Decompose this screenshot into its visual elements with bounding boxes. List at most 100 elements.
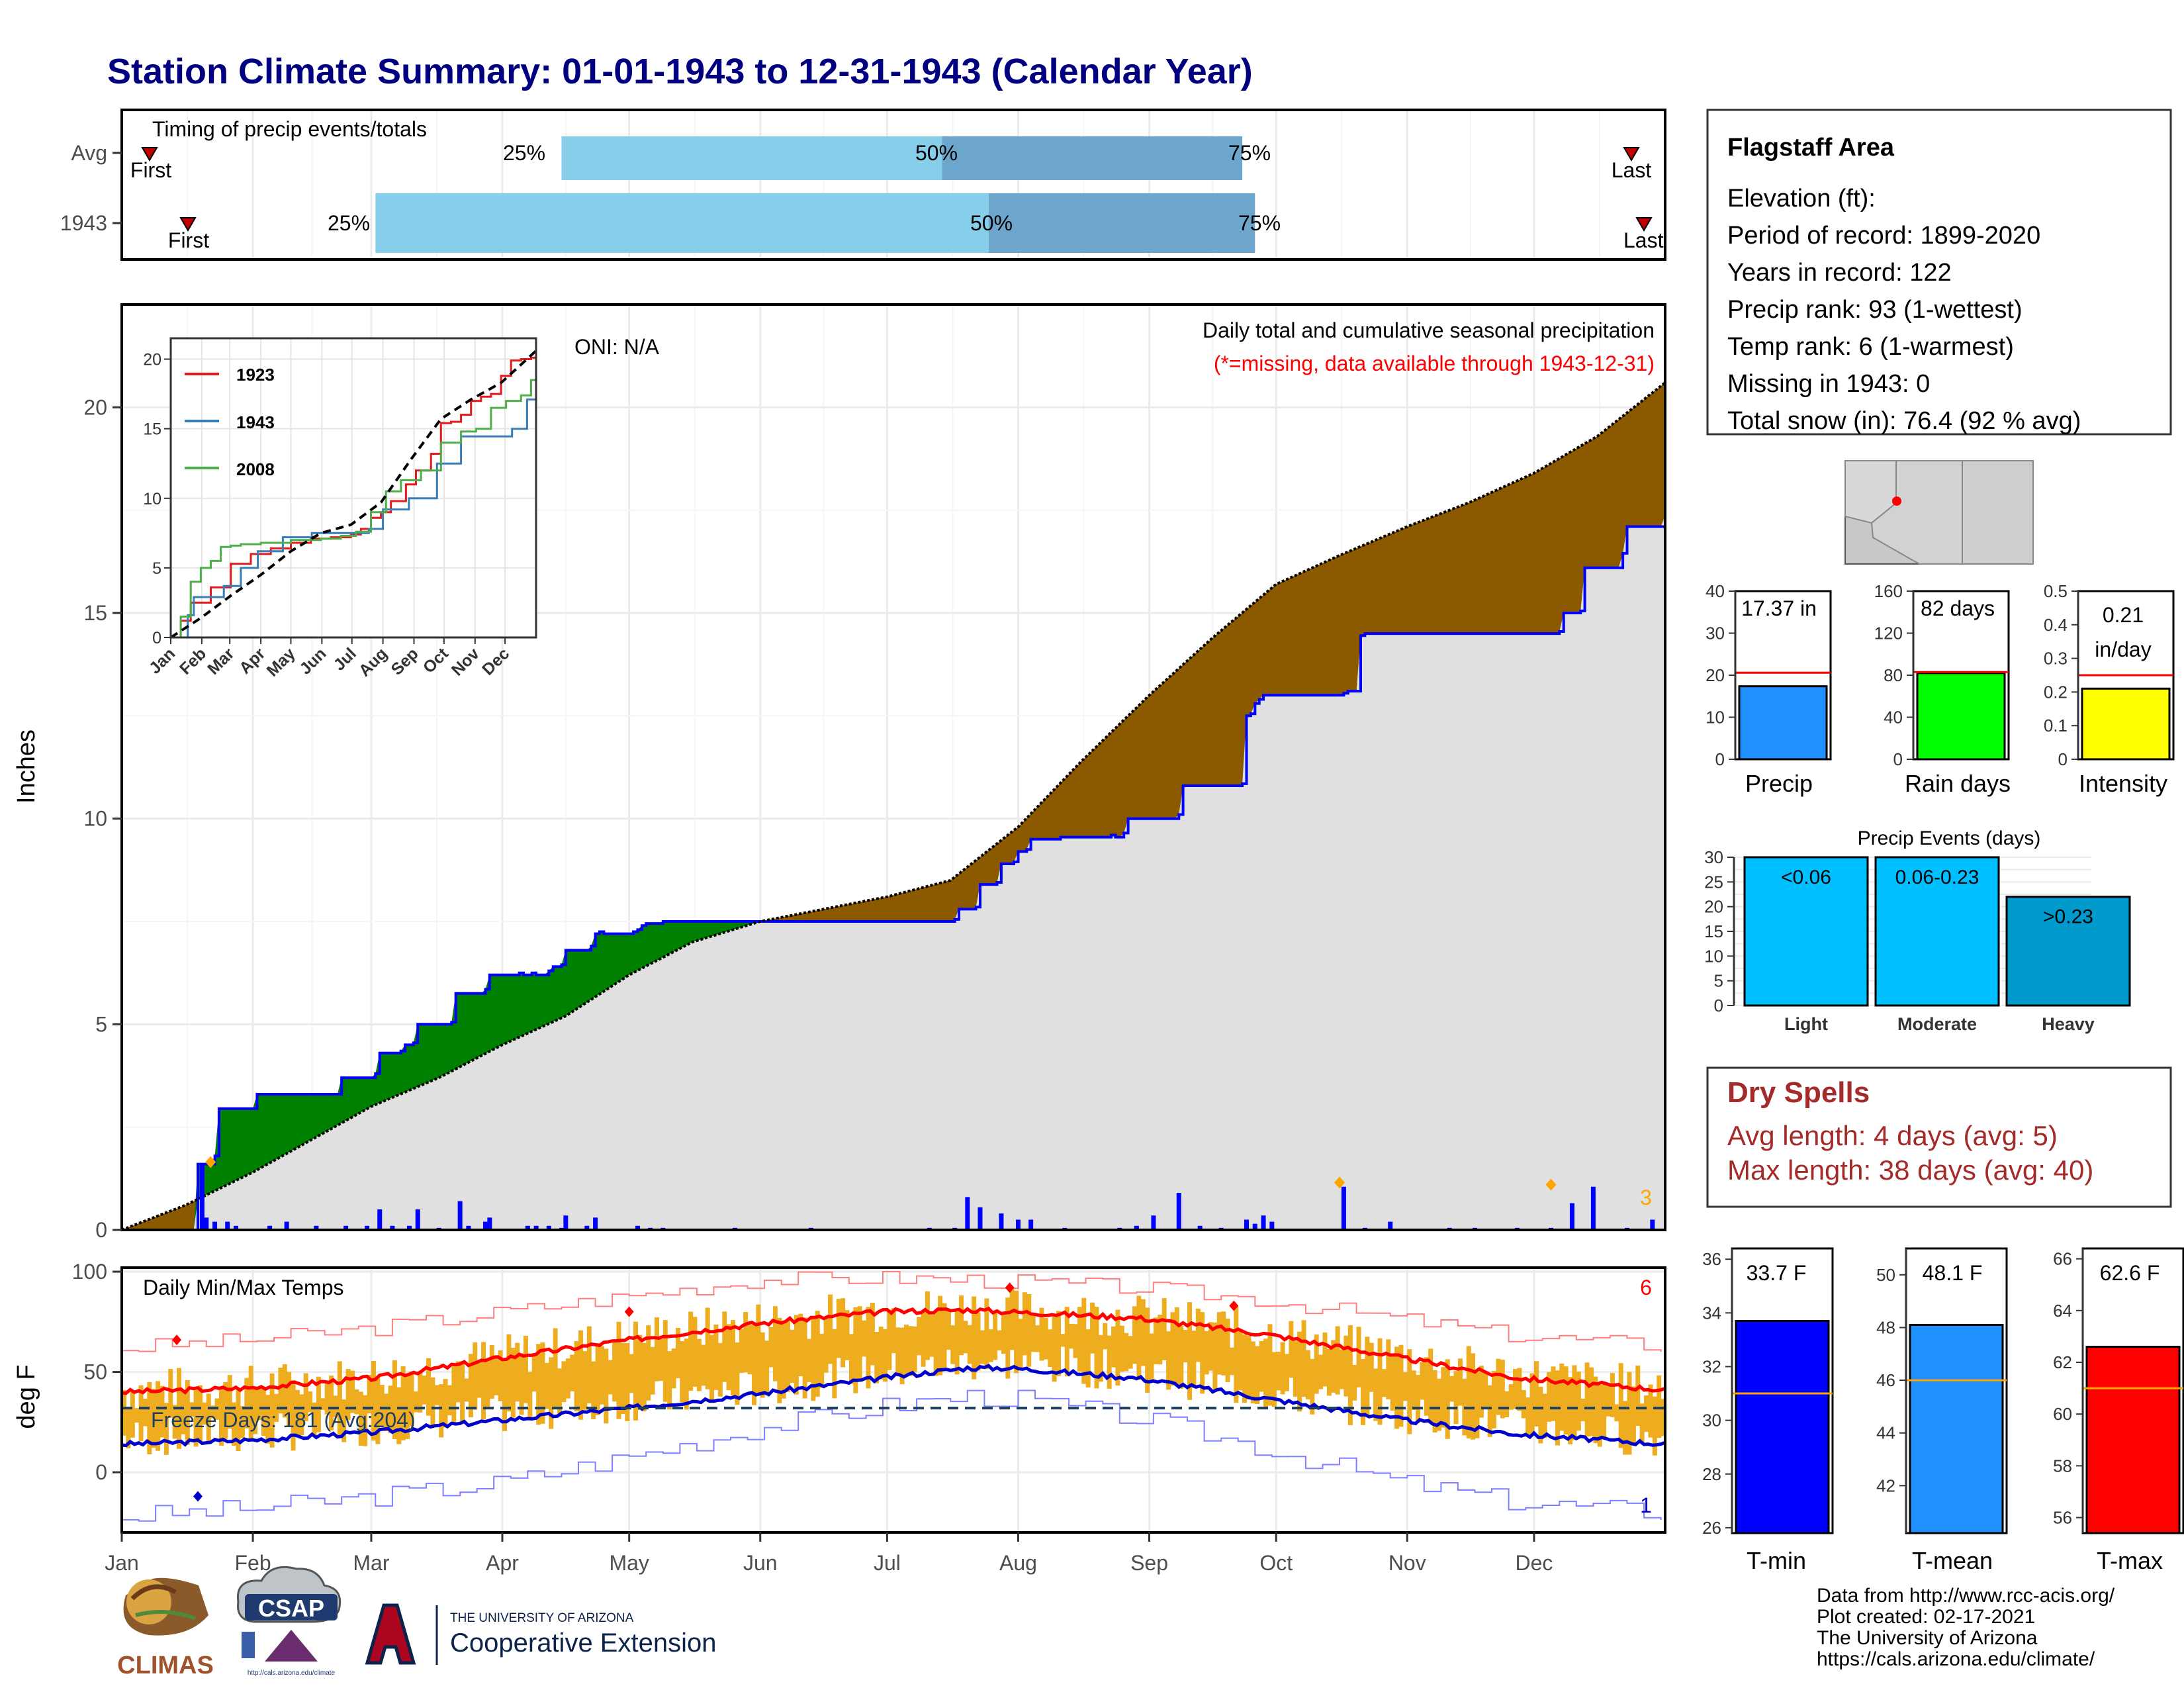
daily-temp-bar bbox=[1436, 1378, 1441, 1431]
footer-university: The University of Arizona bbox=[1817, 1627, 2038, 1649]
daily-temp-bar bbox=[253, 1388, 258, 1434]
station-location-dot bbox=[1892, 496, 1901, 506]
daily-precip-bar bbox=[415, 1209, 420, 1230]
daily-temp-bar bbox=[984, 1298, 989, 1370]
daily-temp-bar bbox=[502, 1358, 508, 1431]
daily-temp-bar bbox=[1001, 1312, 1006, 1354]
daily-temp-bar bbox=[168, 1369, 173, 1418]
daily-temp-bar bbox=[384, 1393, 389, 1431]
daily-temp-bar bbox=[878, 1327, 884, 1380]
rain-days-panel: 0 40 80 120 160 82 days Rain days bbox=[1874, 581, 2011, 797]
daily-temp-bar bbox=[1149, 1333, 1154, 1382]
daily-temp-bar bbox=[862, 1320, 867, 1357]
ua-cooperative-extension-logo: THE UNIVERSITY OF ARIZONA Cooperative Ex… bbox=[361, 1602, 716, 1665]
events-bar-label: 0.06-0.23 bbox=[1895, 867, 1979, 888]
daily-temp-bar bbox=[388, 1385, 393, 1433]
daily-precip-bar bbox=[1244, 1219, 1249, 1230]
daily-temp-bar bbox=[536, 1344, 541, 1425]
panel-y-tick-label: 0 bbox=[1715, 749, 1725, 769]
footer-plot-created: Plot created: 02-17-2021 bbox=[1817, 1606, 2035, 1628]
daily-temp-bar bbox=[1085, 1329, 1091, 1388]
inset-y-tick-label: 15 bbox=[143, 420, 161, 439]
daily-temp-bar bbox=[223, 1382, 228, 1439]
daily-temp-bar bbox=[988, 1329, 993, 1362]
station-info-box: Flagstaff Area Elevation (ft): Period of… bbox=[1706, 109, 2172, 436]
daily-temp-bar bbox=[185, 1380, 190, 1445]
daily-temp-bar bbox=[316, 1376, 321, 1432]
daily-temp-bar bbox=[827, 1294, 833, 1364]
daily-temp-bar bbox=[802, 1317, 807, 1399]
daily-temp-bar bbox=[777, 1317, 782, 1403]
daily-temp-bar bbox=[887, 1309, 892, 1370]
daily-temp-bar bbox=[557, 1368, 563, 1414]
daily-temp-bar bbox=[1005, 1297, 1011, 1379]
daily-temp-bar bbox=[946, 1309, 951, 1350]
events-bar bbox=[1743, 856, 1869, 1007]
daily-temp-bar bbox=[819, 1333, 825, 1388]
panel-y-tick-label: 0.1 bbox=[2044, 716, 2068, 735]
daily-temp-bar bbox=[870, 1303, 875, 1366]
daily-temp-bar bbox=[1267, 1324, 1273, 1406]
daily-temp-bar bbox=[709, 1335, 715, 1400]
panel-bar bbox=[2081, 687, 2171, 761]
events-y-tick-label: 10 bbox=[1704, 946, 1723, 966]
daily-temp-bar bbox=[578, 1330, 584, 1420]
daily-temp-bar bbox=[269, 1373, 275, 1448]
events-title: Precip Events (days) bbox=[1858, 827, 2041, 849]
daily-temp-bar bbox=[1471, 1353, 1476, 1440]
daily-temp-bar bbox=[1216, 1312, 1222, 1375]
daily-temp-bar bbox=[1009, 1289, 1015, 1350]
month-tick-label: May bbox=[609, 1551, 649, 1575]
daily-temp-bar bbox=[1170, 1312, 1175, 1386]
legend-1943: 1943 bbox=[236, 412, 275, 432]
station-period: Period of record: 1899-2020 bbox=[1727, 222, 2040, 250]
daily-temp-bar bbox=[1661, 1399, 1665, 1436]
precip-y-tick-label: 20 bbox=[83, 395, 107, 419]
daily-temp-bar bbox=[430, 1377, 435, 1427]
daily-temp-bar bbox=[1542, 1393, 1547, 1438]
daily-temp-bar bbox=[1048, 1329, 1053, 1368]
daily-temp-bar bbox=[531, 1352, 537, 1392]
ua-small-text: THE UNIVERSITY OF ARIZONA bbox=[450, 1611, 634, 1625]
temp-y-tick-label: 50 bbox=[83, 1360, 107, 1384]
daily-temp-bar bbox=[874, 1331, 880, 1383]
daily-temp-bar bbox=[291, 1380, 296, 1451]
daily-temp-bar bbox=[743, 1312, 749, 1373]
daily-temp-bar bbox=[853, 1307, 858, 1393]
cumulative-lower-area bbox=[122, 515, 1665, 1230]
precip-y-axis: 0 5 10 15 20 bbox=[83, 395, 122, 1242]
daily-temp-bar bbox=[549, 1357, 554, 1429]
daily-temp-bar bbox=[717, 1342, 723, 1397]
daily-precip-bar bbox=[1015, 1219, 1021, 1230]
panel-y-tick-label: 34 bbox=[1702, 1303, 1721, 1323]
daily-temp-bar bbox=[1394, 1346, 1400, 1429]
daily-temp-bar bbox=[553, 1328, 558, 1409]
dry-spells-box: Dry Spells Avg length: 4 days (avg: 5) M… bbox=[1706, 1066, 2172, 1208]
daily-temp-bar bbox=[1280, 1342, 1285, 1395]
dry-spells-title: Dry Spells bbox=[1727, 1076, 1870, 1109]
daily-temp-bar bbox=[274, 1393, 279, 1422]
daily-temp-bar bbox=[1381, 1369, 1387, 1397]
temp-record-markers bbox=[172, 1282, 1239, 1502]
daily-temp-bar bbox=[244, 1378, 250, 1429]
daily-temp-bar bbox=[1521, 1389, 1526, 1419]
daily-temp-bar bbox=[620, 1342, 625, 1415]
panel-y-tick-label: 0.4 bbox=[2044, 615, 2068, 635]
daily-temp-bar bbox=[142, 1398, 148, 1427]
daily-temp-bar bbox=[692, 1317, 698, 1387]
daily-temp-bar bbox=[544, 1362, 549, 1409]
daily-temp-bar bbox=[218, 1387, 224, 1446]
daily-temp-bar bbox=[1584, 1362, 1590, 1437]
daily-temp-bar bbox=[1246, 1335, 1251, 1399]
daily-temp-bar bbox=[434, 1385, 439, 1405]
daily-temp-bar bbox=[823, 1318, 829, 1373]
daily-temp-bar bbox=[616, 1321, 621, 1419]
daily-temp-bar bbox=[1606, 1384, 1611, 1417]
panel-y-tick-label: 44 bbox=[1876, 1423, 1895, 1443]
daily-temp-bar bbox=[1161, 1298, 1167, 1360]
panel-y-tick-label: 26 bbox=[1702, 1518, 1721, 1538]
daily-temp-bar bbox=[506, 1334, 512, 1412]
avg-p25-label: 25% bbox=[503, 141, 545, 165]
daily-temp-bar bbox=[1153, 1317, 1158, 1364]
daily-temp-bar bbox=[443, 1379, 448, 1428]
